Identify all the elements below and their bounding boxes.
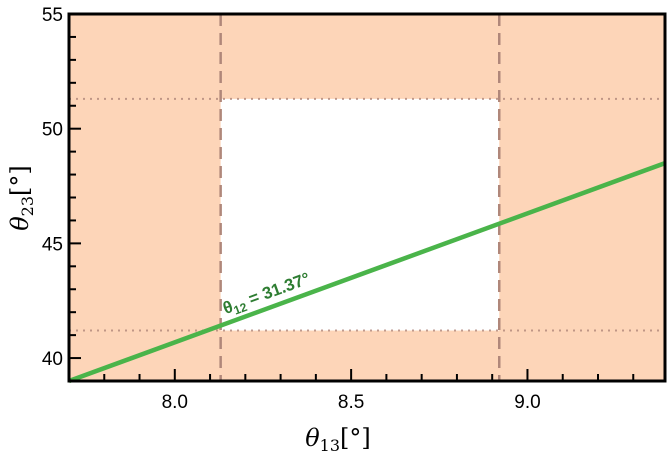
y-tick-label: 50: [42, 120, 63, 141]
y-axis-subscript: 23: [18, 196, 37, 216]
series-layer: [68, 160, 666, 384]
y-axis-title: θ23[°]: [6, 165, 37, 231]
tick-labels: 8.0 8.5 9.0 40 45 50 55: [42, 5, 541, 413]
y-axis-unit: [°]: [6, 165, 34, 196]
x-axis-unit: [°]: [340, 424, 371, 452]
x-tick-label: 9.0: [514, 392, 540, 413]
axis-ticks: [68, 13, 635, 382]
x-tick-label: 8.5: [338, 392, 364, 413]
annotation-subscript: 12: [232, 300, 250, 318]
boundary-lines: [69, 14, 665, 381]
x-axis-subscript: 13: [320, 436, 340, 455]
x-tick-label: 8.0: [162, 392, 188, 413]
plot-area: 8.0 8.5 9.0 40 45 50 55: [42, 5, 667, 413]
y-tick-label: 55: [42, 5, 63, 26]
series-line: [68, 160, 666, 384]
x-axis-title: θ13[°]: [305, 424, 371, 455]
allowed-region: [220, 98, 500, 331]
y-axis-symbol: θ: [6, 216, 34, 231]
x-axis-symbol: θ: [305, 424, 320, 452]
y-tick-label: 45: [42, 234, 63, 255]
y-tick-label: 40: [42, 349, 63, 370]
